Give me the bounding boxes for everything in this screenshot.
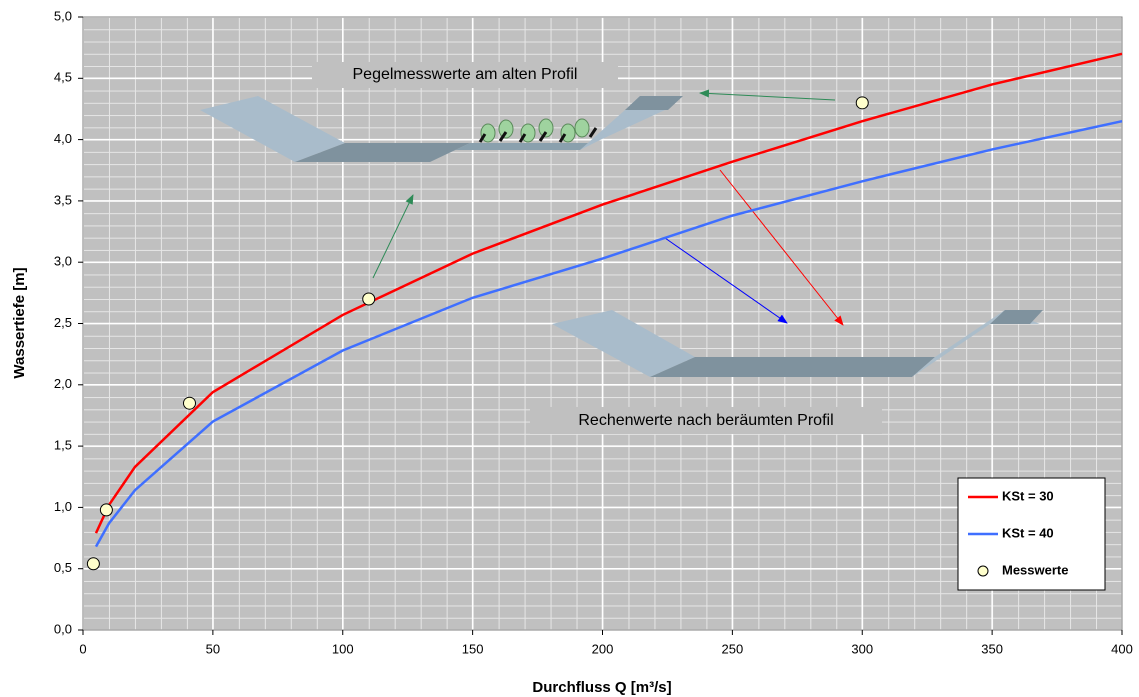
point <box>856 97 868 109</box>
point <box>363 293 375 305</box>
y-tick-label: 1,5 <box>54 438 72 453</box>
legend-label: Messwerte <box>1002 562 1068 577</box>
point <box>183 397 195 409</box>
x-tick-label: 150 <box>462 641 484 656</box>
x-tick-label: 200 <box>592 641 614 656</box>
y-tick-label: 5,0 <box>54 8 72 23</box>
legend-label: KSt = 30 <box>1002 488 1054 503</box>
x-tick-label: 50 <box>206 641 220 656</box>
annotation: Rechenwerte nach beräumten Profil <box>578 412 833 429</box>
legend-label: KSt = 40 <box>1002 525 1054 540</box>
x-tick-label: 250 <box>722 641 744 656</box>
annotation: Pegelmesswerte am alten Profil <box>353 66 578 83</box>
y-tick-label: 0,5 <box>54 560 72 575</box>
point <box>87 558 99 570</box>
chart: Pegelmesswerte am alten Profil Rechenwer… <box>0 0 1139 697</box>
y-tick-label: 4,5 <box>54 70 72 85</box>
y-tick-label: 4,0 <box>54 131 72 146</box>
y-tick-label: 2,5 <box>54 315 72 330</box>
x-tick-label: 300 <box>851 641 873 656</box>
x-tick-label: 400 <box>1111 641 1133 656</box>
x-tick-label: 100 <box>332 641 354 656</box>
point <box>100 504 112 516</box>
y-tick-label: 1,0 <box>54 499 72 514</box>
y-tick-label: 0,0 <box>54 621 72 636</box>
y-tick-label: 2,0 <box>54 376 72 391</box>
y-tick-label: 3,0 <box>54 254 72 269</box>
legend: KSt = 30 KSt = 40 Messwerte <box>958 478 1105 590</box>
x-tick-label: 350 <box>981 641 1003 656</box>
y-axis-title: Wassertiefe [m] <box>11 267 28 378</box>
x-axis-title: Durchfluss Q [m³/s] <box>532 679 671 696</box>
x-tick-label: 0 <box>79 641 86 656</box>
legend-symbol <box>978 566 988 576</box>
y-tick-label: 3,5 <box>54 192 72 207</box>
